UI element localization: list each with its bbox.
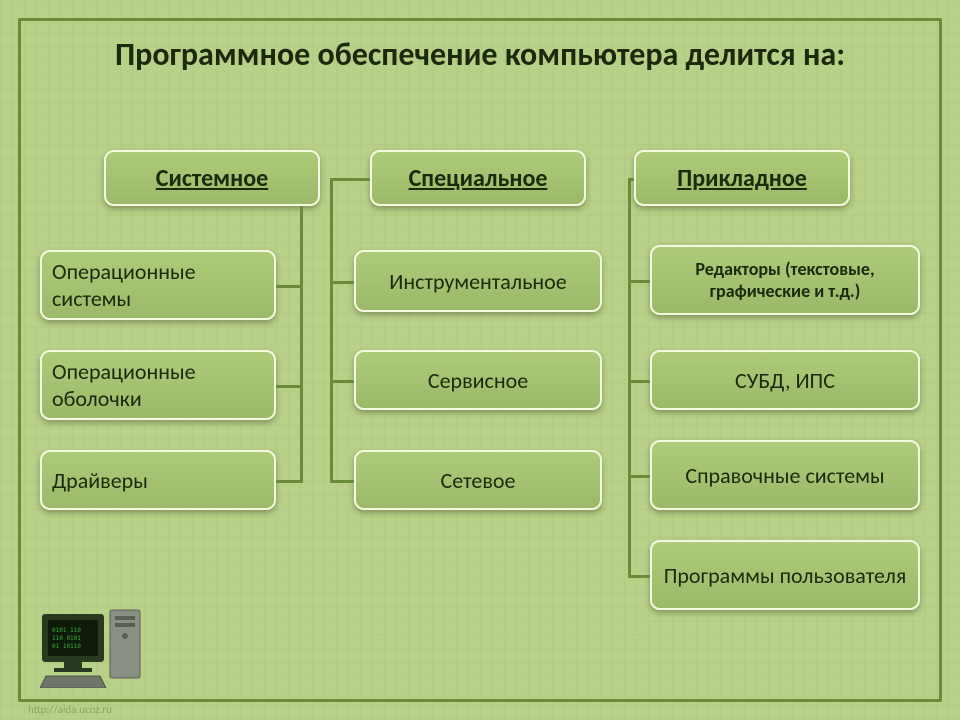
connector-spec-branch-1 xyxy=(330,380,354,383)
slide-title-text: Программное обеспечение компьютера делит… xyxy=(115,35,845,74)
box-label: Программы пользователя xyxy=(664,562,907,589)
item-box-app-7: СУБД, ИПС xyxy=(650,350,920,410)
item-box-sys-2: Драйверы xyxy=(40,450,276,510)
connector-spec-top xyxy=(330,178,370,181)
box-label: Редакторы (текстовые, графические и т.д.… xyxy=(662,258,908,302)
box-label: Операционные оболочки xyxy=(52,358,264,412)
box-label: Сервисное xyxy=(428,367,528,394)
connector-app-branch-3 xyxy=(628,575,650,578)
box-label: Сетевое xyxy=(441,467,516,494)
category-box-spec: Специальное xyxy=(370,150,586,206)
box-label: Специальное xyxy=(409,164,548,193)
box-label: СУБД, ИПС xyxy=(735,367,835,394)
svg-text:0101 110: 0101 110 xyxy=(52,627,81,634)
box-label: Системное xyxy=(156,164,268,193)
item-box-spec-5: Сетевое xyxy=(354,450,602,510)
connector-spec-branch-0 xyxy=(330,281,354,284)
connector-sys-branch-1 xyxy=(276,385,303,388)
connector-spec-branch-2 xyxy=(330,480,354,483)
box-label: Операционные системы xyxy=(52,258,264,312)
item-box-spec-4: Сервисное xyxy=(354,350,602,410)
connector-spec-trunk xyxy=(330,178,333,483)
connector-app-branch-2 xyxy=(628,475,650,478)
item-box-sys-0: Операционные системы xyxy=(40,250,276,320)
item-box-app-8: Справочные системы xyxy=(650,440,920,510)
computer-icon: 0101 110 110 0101 01 10110 xyxy=(40,608,160,688)
connector-app-branch-1 xyxy=(628,380,650,383)
connector-sys-trunk xyxy=(300,206,303,483)
connector-sys-branch-0 xyxy=(276,285,303,288)
category-box-sys: Системное xyxy=(104,150,320,206)
box-label: Прикладное xyxy=(677,164,807,193)
box-label: Инструментальное xyxy=(389,268,566,295)
connector-app-trunk xyxy=(628,178,631,578)
item-box-spec-3: Инструментальное xyxy=(354,250,602,312)
connector-app-branch-0 xyxy=(628,280,650,283)
item-box-sys-1: Операционные оболочки xyxy=(40,350,276,420)
slide-title: Программное обеспечение компьютера делит… xyxy=(70,36,890,74)
watermark-text: http://aida.ucoz.ru xyxy=(28,703,112,716)
svg-text:110 0101: 110 0101 xyxy=(52,635,81,642)
box-label: Справочные системы xyxy=(685,462,884,489)
item-box-app-6: Редакторы (текстовые, графические и т.д.… xyxy=(650,245,920,315)
svg-text:01 10110: 01 10110 xyxy=(52,643,81,650)
item-box-app-9: Программы пользователя xyxy=(650,540,920,610)
category-box-app: Прикладное xyxy=(634,150,850,206)
connector-sys-branch-2 xyxy=(276,480,303,483)
box-label: Драйверы xyxy=(52,467,148,494)
